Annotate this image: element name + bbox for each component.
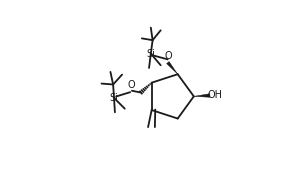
Text: Si: Si <box>110 93 119 103</box>
Text: Si: Si <box>146 49 155 59</box>
Polygon shape <box>194 94 210 97</box>
Polygon shape <box>167 62 178 74</box>
Text: OH: OH <box>207 90 222 100</box>
Text: O: O <box>165 51 173 61</box>
Text: O: O <box>128 80 135 90</box>
